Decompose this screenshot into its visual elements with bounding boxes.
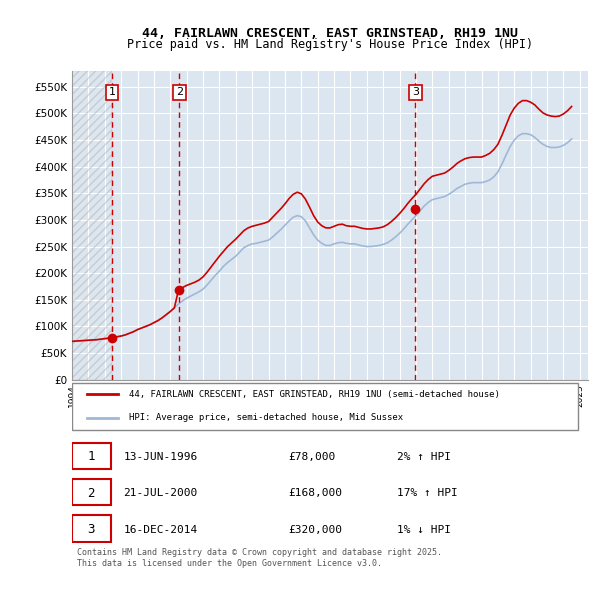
Text: Price paid vs. HM Land Registry's House Price Index (HPI): Price paid vs. HM Land Registry's House … — [127, 38, 533, 51]
Text: £168,000: £168,000 — [289, 489, 343, 499]
FancyBboxPatch shape — [72, 383, 578, 431]
Text: £320,000: £320,000 — [289, 525, 343, 535]
Text: 1% ↓ HPI: 1% ↓ HPI — [397, 525, 451, 535]
FancyBboxPatch shape — [72, 479, 110, 506]
Text: 1: 1 — [109, 87, 116, 97]
Bar — [72, 71, 112, 379]
Text: 2% ↑ HPI: 2% ↑ HPI — [397, 452, 451, 462]
Text: 17% ↑ HPI: 17% ↑ HPI — [397, 489, 458, 499]
Text: 3: 3 — [88, 523, 95, 536]
FancyBboxPatch shape — [72, 515, 110, 542]
Text: 1: 1 — [88, 450, 95, 463]
Text: 44, FAIRLAWN CRESCENT, EAST GRINSTEAD, RH19 1NU (semi-detached house): 44, FAIRLAWN CRESCENT, EAST GRINSTEAD, R… — [129, 390, 500, 399]
Text: 3: 3 — [412, 87, 419, 97]
Text: 2: 2 — [88, 487, 95, 500]
Text: 44, FAIRLAWN CRESCENT, EAST GRINSTEAD, RH19 1NU: 44, FAIRLAWN CRESCENT, EAST GRINSTEAD, R… — [142, 27, 518, 40]
Text: HPI: Average price, semi-detached house, Mid Sussex: HPI: Average price, semi-detached house,… — [129, 413, 403, 422]
FancyBboxPatch shape — [72, 442, 110, 469]
Text: Contains HM Land Registry data © Crown copyright and database right 2025.
This d: Contains HM Land Registry data © Crown c… — [77, 548, 442, 568]
Text: 2: 2 — [176, 87, 183, 97]
Text: 21-JUL-2000: 21-JUL-2000 — [124, 489, 198, 499]
Text: 13-JUN-1996: 13-JUN-1996 — [124, 452, 198, 462]
Text: 16-DEC-2014: 16-DEC-2014 — [124, 525, 198, 535]
Text: £78,000: £78,000 — [289, 452, 336, 462]
